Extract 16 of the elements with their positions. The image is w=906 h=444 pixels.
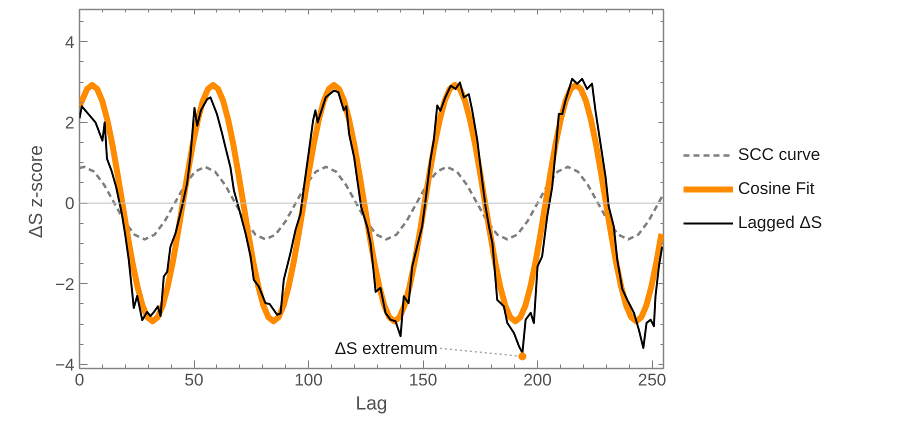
y-tick-label: −2 bbox=[55, 274, 75, 294]
y-tick-label: 0 bbox=[65, 194, 75, 214]
y-tick-label: 4 bbox=[65, 32, 75, 52]
x-tick-label: 200 bbox=[523, 370, 552, 390]
legend-label: Lagged ΔS bbox=[738, 212, 822, 232]
x-tick-label: 50 bbox=[184, 370, 204, 390]
y-axis-title: ΔS z-score bbox=[26, 145, 48, 238]
legend-label: Cosine Fit bbox=[738, 178, 815, 198]
x-tick-label: 100 bbox=[294, 370, 323, 390]
y-tick-label: −4 bbox=[55, 355, 75, 374]
annotation: ΔS extremum bbox=[334, 338, 438, 358]
y-tick-label: 2 bbox=[65, 113, 75, 132]
x-tick-label: 250 bbox=[638, 370, 666, 390]
x-tick-label: 150 bbox=[408, 370, 438, 390]
legend-label: SCC curve bbox=[738, 144, 820, 164]
x-axis-title: Lag bbox=[356, 394, 388, 414]
